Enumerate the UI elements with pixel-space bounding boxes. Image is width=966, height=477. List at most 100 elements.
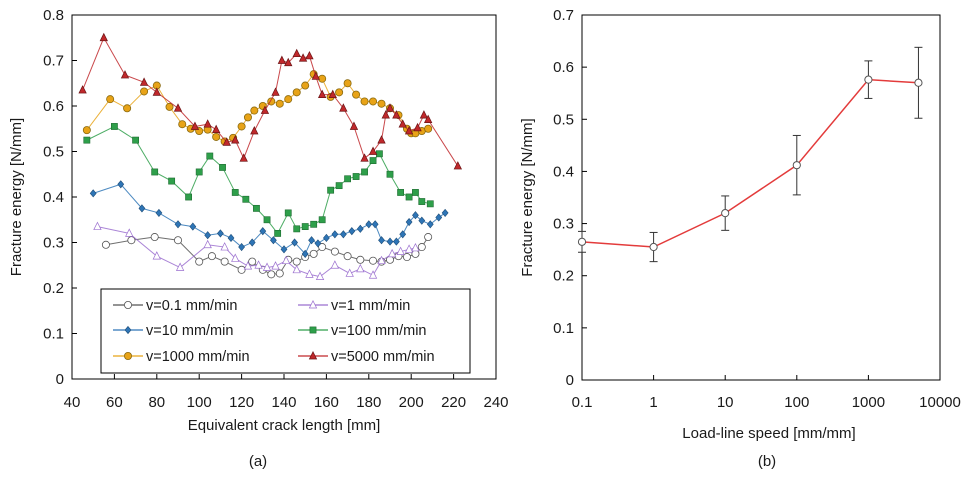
- series-line-1: [97, 226, 416, 278]
- data-point-series-1: [254, 260, 263, 269]
- data-point-series-2: [189, 222, 197, 231]
- y-tick-label-b: 0.5: [553, 111, 574, 128]
- data-point-series-5: [328, 89, 337, 98]
- x-tick-label-a: 100: [187, 394, 212, 411]
- data-point-series-3: [195, 168, 203, 176]
- plot-area-b: [581, 14, 941, 381]
- legend-label-5: v=5000 mm/min: [331, 349, 435, 365]
- data-point-series-0: [150, 233, 159, 242]
- data-point-series-3: [352, 173, 360, 180]
- y-tick-label-a: 0.8: [43, 7, 64, 24]
- data-point-series-0: [237, 265, 246, 274]
- series-line-5: [82, 36, 459, 167]
- data-point-series-5: [260, 105, 270, 114]
- data-point-series-3: [206, 152, 214, 160]
- y-tick-label-a: 0.4: [43, 189, 64, 206]
- data-point-series-2: [418, 216, 426, 225]
- data-point-series-1: [262, 262, 272, 271]
- data-point-series-4: [360, 97, 369, 106]
- legend-label-4: v=1000 mm/min: [146, 349, 250, 365]
- data-point-series-5: [99, 32, 108, 42]
- data-point-series-5: [222, 137, 231, 146]
- chart-panel-b: 0 0.1 0.2 0.3 0.4 0.5 0.6 0.7 0.1 1 10 100 1000 10000…: [519, 7, 961, 470]
- data-point-series-4: [301, 81, 310, 90]
- y-tick-label-b: 0: [566, 372, 574, 389]
- data-point-series-0: [195, 257, 204, 266]
- data-point-series-5: [271, 87, 280, 96]
- data-point-series-4: [369, 97, 378, 106]
- data-point-series-5: [392, 110, 401, 119]
- data-point-series-4: [212, 132, 221, 141]
- data-point-series-2: [323, 233, 330, 243]
- data-point-series-4: [237, 122, 246, 131]
- data-point-series-5: [311, 71, 320, 80]
- data-point-series-2: [405, 217, 413, 227]
- data-point-b: [577, 237, 587, 246]
- data-point-series-0: [424, 233, 433, 242]
- data-point-series-5: [139, 77, 149, 86]
- data-point-series-2: [291, 238, 298, 247]
- legend-label-3: v=100 mm/min: [331, 323, 427, 339]
- data-point-series-5: [173, 103, 183, 112]
- data-point-series-4: [424, 124, 433, 133]
- data-point-series-3: [219, 164, 226, 171]
- data-point-series-1: [330, 260, 340, 269]
- data-point-series-3: [132, 136, 139, 144]
- data-point-series-5: [317, 89, 327, 98]
- data-point-series-2: [155, 208, 163, 217]
- data-point-series-0: [248, 257, 257, 266]
- data-point-series-4: [140, 87, 149, 96]
- data-point-series-1: [315, 271, 325, 280]
- legend-label-0: v=0.1 mm/min: [146, 298, 237, 314]
- x-tick-label-a: 80: [148, 394, 165, 411]
- data-point-series-1: [411, 242, 420, 252]
- data-point-series-5: [239, 153, 248, 162]
- y-tick-label-b: 0.2: [553, 268, 574, 285]
- data-point-series-5: [377, 135, 386, 144]
- data-point-series-4: [82, 126, 91, 135]
- x-tick-label-a: 120: [229, 394, 254, 411]
- x-tick-label-b: 100: [784, 394, 809, 411]
- data-point-b: [721, 209, 730, 218]
- data-point-series-0: [369, 256, 378, 265]
- series-line-3: [86, 125, 431, 235]
- x-tick-label-a: 140: [271, 394, 296, 411]
- data-point-series-4: [123, 104, 132, 113]
- legend-box: [100, 288, 471, 374]
- data-point-series-3: [231, 189, 239, 196]
- data-point-series-2: [348, 227, 356, 236]
- data-point-series-5: [203, 119, 212, 128]
- data-point-series-2: [301, 249, 309, 258]
- data-point-series-2: [392, 237, 400, 246]
- data-point-series-1: [377, 255, 386, 265]
- data-point-series-5: [250, 126, 259, 135]
- legend-marker-0: [124, 300, 133, 309]
- data-point-series-0: [275, 269, 284, 278]
- data-point-series-5: [211, 124, 221, 134]
- data-point-series-5: [298, 53, 308, 62]
- y-axis-label-a: Fracture energy [N/mm]: [8, 118, 25, 276]
- data-point-series-1: [125, 228, 134, 237]
- data-point-series-2: [248, 238, 256, 247]
- data-point-series-0: [173, 236, 182, 245]
- data-point-series-0: [411, 249, 420, 258]
- data-point-series-0: [417, 243, 426, 252]
- data-point-series-3: [293, 225, 301, 233]
- data-point-series-3: [405, 193, 413, 201]
- x-tick-label-a: 200: [399, 394, 424, 411]
- data-point-series-4: [352, 90, 361, 99]
- y-tick-label-b: 0.6: [553, 59, 574, 76]
- data-point-series-5: [305, 50, 314, 60]
- x-tick-label-a: 60: [106, 394, 123, 411]
- data-point-series-2: [356, 224, 364, 233]
- data-point-series-4: [275, 99, 284, 108]
- legend-marker-3: [309, 326, 317, 334]
- data-point-series-2: [331, 230, 339, 239]
- legend-label-2: v=10 mm/min: [146, 323, 233, 339]
- legend-marker-5: [308, 351, 318, 360]
- data-point-series-5: [292, 48, 301, 58]
- x-tick-label-b: 10000: [919, 394, 961, 411]
- data-point-series-5: [404, 126, 414, 135]
- data-point-series-1: [93, 221, 102, 230]
- x-axis-label-a: Equivalent crack length [mm]: [188, 417, 381, 434]
